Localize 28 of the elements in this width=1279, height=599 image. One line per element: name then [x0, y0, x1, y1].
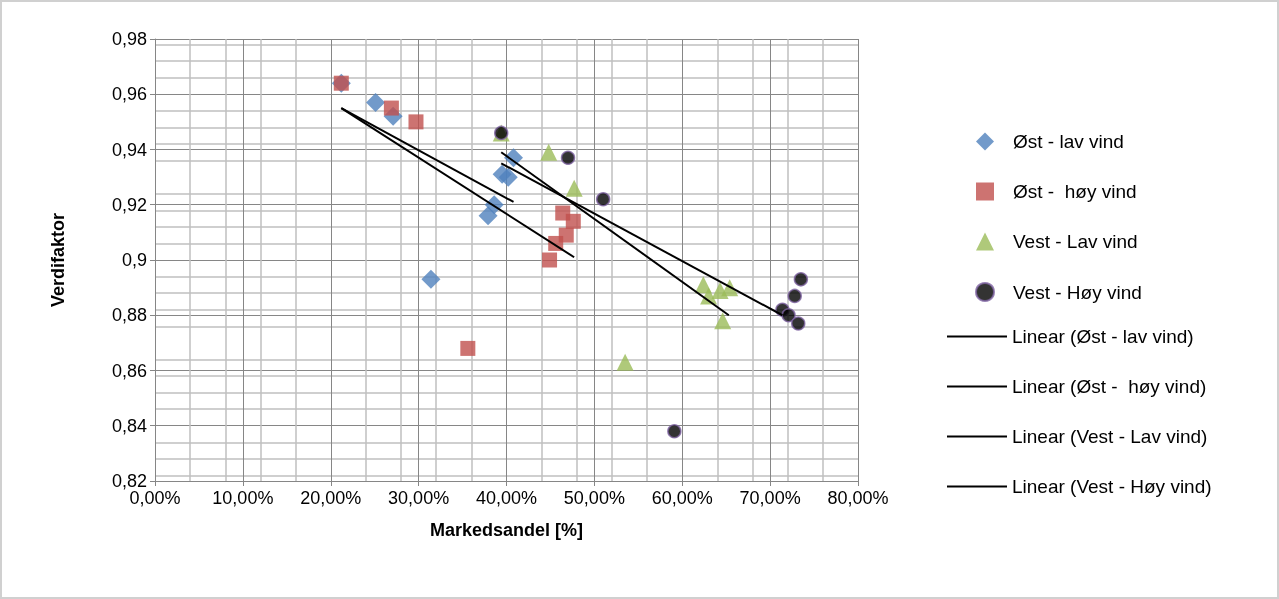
- y-tick-label: 0,9: [121, 250, 147, 270]
- legend-label: Øst - lav vind: [1013, 131, 1124, 152]
- x-tick-label: 80,00%: [827, 488, 889, 508]
- y-tick-label: 0,98: [111, 29, 147, 49]
- x-tick-label: 50,00%: [563, 488, 625, 508]
- y-tick-label: 0,88: [111, 305, 147, 326]
- x-tick-label: 10,00%: [212, 488, 274, 508]
- y-tick-label: 0,82: [111, 471, 147, 491]
- y-tick-label: 0,96: [111, 84, 147, 105]
- x-tick-label: 40,00%: [475, 488, 538, 508]
- x-tick-label: 70,00%: [739, 488, 801, 508]
- x-tick-label: 0,00%: [129, 488, 181, 508]
- x-tick-label: 60,00%: [651, 488, 713, 508]
- x-tick-label: 20,00%: [300, 488, 362, 508]
- legend-label: Øst - høy vind: [1013, 181, 1137, 202]
- x-axis-title: Markedsandel [%]: [429, 520, 584, 540]
- legend-label: Vest - Lav vind: [1013, 231, 1138, 252]
- legend-label: Linear (Øst - lav vind): [1012, 326, 1194, 347]
- legend-label: Linear (Vest - Lav vind): [1012, 426, 1208, 447]
- legend-label: Vest - Høy vind: [1013, 281, 1142, 303]
- legend-label: Linear (Vest - Høy vind): [1012, 476, 1212, 497]
- x-tick-label: 30,00%: [388, 488, 450, 508]
- y-tick-label: 0,86: [111, 360, 147, 381]
- y-tick-label: 0,92: [111, 194, 147, 215]
- legend-label: Linear (Øst - høy vind): [1012, 376, 1207, 397]
- y-tick-label: 0,94: [111, 139, 147, 160]
- y-tick-label: 0,84: [111, 415, 147, 436]
- y-axis-title: Verdifaktor: [48, 212, 68, 308]
